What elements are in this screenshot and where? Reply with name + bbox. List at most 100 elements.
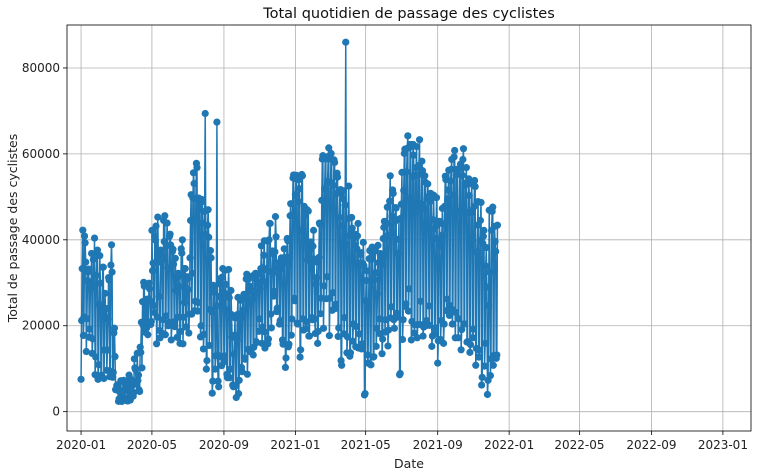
data-point [341, 201, 349, 209]
data-point [471, 182, 479, 191]
data-point [448, 320, 456, 328]
data-point [256, 285, 264, 293]
data-point [208, 307, 216, 316]
data-point [100, 374, 108, 383]
data-point [458, 326, 466, 334]
data-point [235, 376, 243, 384]
data-point [481, 339, 489, 347]
x-axis: 2020-01 2020-05 2020-09 2021-01 2021-05 2021-… [56, 431, 748, 452]
data-point [415, 136, 424, 144]
data-point [447, 165, 455, 173]
data-point [345, 182, 353, 190]
data-point [413, 142, 421, 151]
data-point [483, 390, 492, 399]
data-point [177, 327, 185, 335]
data-point [469, 334, 477, 342]
data-point [376, 315, 384, 323]
data-point [200, 330, 208, 338]
data-point [404, 307, 413, 315]
data-point [77, 375, 85, 383]
data-point [184, 275, 192, 283]
x-tick-label: 2020-05 [127, 438, 177, 452]
data-point [186, 216, 195, 225]
data-point [458, 171, 466, 179]
data-point [407, 336, 415, 344]
data-point [281, 363, 290, 372]
data-point [432, 194, 441, 202]
data-point [256, 315, 264, 323]
data-point [96, 252, 104, 260]
data-point [338, 222, 346, 230]
data-point [377, 255, 385, 263]
data-point [352, 323, 360, 331]
y-axis-label: Total de passage des cyclistes [5, 134, 20, 323]
data-point [175, 272, 183, 280]
data-point [309, 242, 317, 250]
data-point [213, 118, 221, 126]
y-tick-label: 20000 [22, 319, 60, 333]
data-point [379, 335, 387, 343]
data-point [309, 226, 318, 234]
data-point [482, 262, 490, 270]
data-point [145, 279, 153, 287]
data-point [304, 256, 312, 264]
data-point [154, 213, 162, 221]
data-point [92, 353, 100, 361]
data-point [315, 253, 323, 262]
data-point [362, 277, 370, 285]
data-point [377, 260, 386, 268]
data-point [186, 254, 194, 262]
data-point [218, 273, 226, 281]
data-point [425, 321, 434, 329]
data-point [92, 271, 100, 279]
data-point [455, 207, 463, 216]
data-point [329, 289, 337, 297]
data-point [491, 237, 499, 246]
data-point [297, 346, 305, 354]
data-point [268, 268, 276, 276]
data-point [317, 294, 325, 302]
data-point [273, 304, 281, 312]
data-point [439, 339, 448, 347]
x-tick-label: 2022-05 [554, 438, 604, 452]
data-point [370, 353, 378, 361]
data-point [374, 241, 382, 249]
data-point [489, 203, 497, 211]
data-point [280, 245, 288, 253]
data-point [89, 255, 97, 264]
data-point [101, 289, 109, 297]
data-point [202, 365, 210, 373]
data-point [353, 232, 362, 240]
data-point [478, 373, 486, 381]
data-point [205, 233, 213, 241]
data-point [475, 353, 483, 361]
data-point [361, 390, 369, 398]
data-point [480, 226, 488, 234]
data-point [358, 340, 366, 348]
data-point [107, 241, 116, 249]
data-point [348, 224, 356, 232]
data-point [171, 254, 179, 262]
data-point [394, 249, 402, 258]
data-point [363, 351, 372, 359]
data-point [107, 261, 115, 269]
data-point [327, 149, 335, 158]
data-point [248, 295, 256, 304]
data-point [393, 313, 401, 321]
data-point [144, 331, 152, 339]
data-point [193, 307, 202, 315]
data-point [349, 337, 357, 345]
x-tick-label: 2022-09 [626, 438, 676, 452]
data-point [346, 349, 355, 357]
data-point [312, 280, 320, 288]
data-point [147, 317, 155, 326]
data-point [222, 280, 230, 289]
data-point [267, 324, 275, 332]
data-point [367, 361, 375, 369]
data-point [85, 265, 93, 273]
data-point [444, 186, 452, 194]
plot-frame [66, 24, 752, 432]
data-point [225, 265, 233, 274]
data-point [334, 332, 342, 341]
data-point [431, 330, 439, 338]
